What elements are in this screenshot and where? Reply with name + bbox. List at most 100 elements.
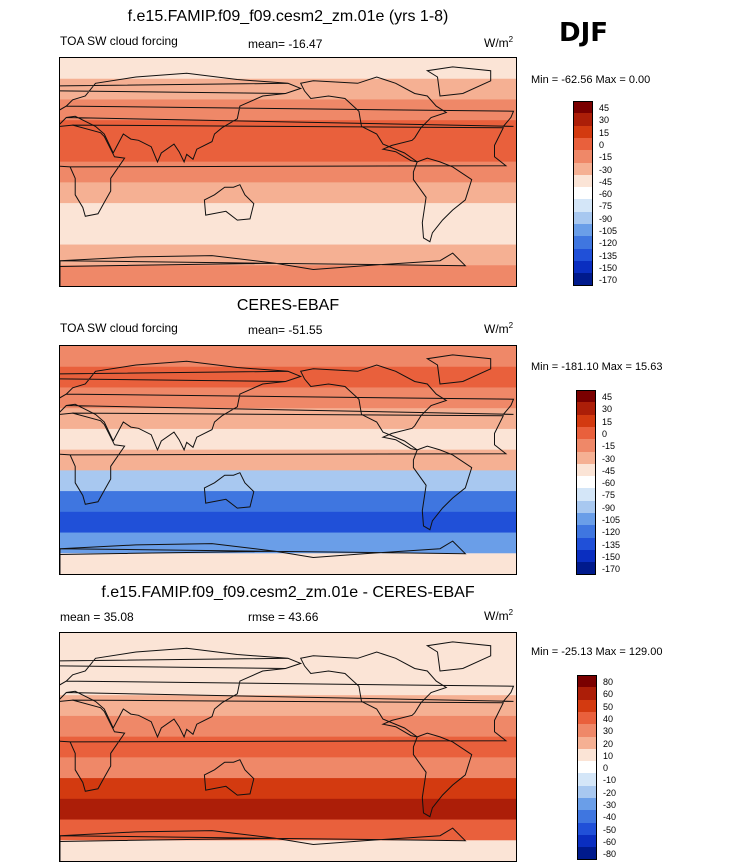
map-band — [60, 78, 516, 101]
colorbar-tick-label: 0 — [599, 139, 605, 150]
map-band — [60, 265, 516, 286]
coastline-australia — [203, 472, 255, 509]
map-band — [60, 819, 516, 841]
map-band — [60, 428, 516, 451]
panel-obs-mean: mean= -51.55 — [248, 323, 323, 337]
colorbar-frame — [576, 390, 596, 575]
coastline-australia — [203, 759, 255, 796]
colorbar-tick-label: -75 — [602, 490, 616, 501]
panel-diff-rmse: rmse = 43.66 — [248, 610, 319, 624]
colorbar-tick-label: 50 — [603, 701, 614, 712]
map-band — [60, 223, 516, 246]
colorbar-frame — [573, 101, 593, 286]
colorbar-tick-label: -20 — [603, 787, 617, 798]
map-band — [60, 715, 516, 738]
map-band — [60, 58, 516, 80]
map-band — [60, 798, 516, 821]
colorbar-tick-label: -90 — [602, 502, 616, 513]
colorbar-tick-label: -60 — [602, 478, 616, 489]
map-band — [60, 244, 516, 266]
coastline-antarctica — [60, 540, 467, 574]
colorbar-tick-label: -120 — [602, 527, 621, 538]
season-label: DJF — [559, 18, 609, 48]
colorbar-tick-label: -60 — [599, 189, 613, 200]
coastline-africa — [60, 412, 508, 505]
coastline-greenland — [425, 641, 492, 672]
panel-diff-title: f.e15.FAMIP.f09_f09.cesm2_zm.01e - CERES… — [101, 584, 475, 601]
colorbar-tick-label: 10 — [603, 750, 614, 761]
colorbar-tick-label: -105 — [602, 515, 621, 525]
colorbar-tick-label: 15 — [602, 416, 613, 427]
map-band — [60, 120, 516, 142]
coastline-north-america — [299, 364, 448, 451]
colorbar-tick-label: 45 — [599, 103, 610, 113]
colorbar-tick-label: 0 — [603, 763, 609, 774]
map-band — [60, 140, 516, 163]
colorbar-frame — [577, 675, 597, 860]
panel-obs-left-label: TOA SW cloud forcing — [60, 321, 178, 335]
colorbar-tick-label: -120 — [599, 238, 618, 249]
map-band — [60, 366, 516, 389]
colorbar-tick-label: -45 — [602, 465, 616, 476]
colorbar-tick-label: 20 — [603, 738, 614, 749]
colorbar-tick-label: -135 — [602, 539, 621, 550]
panel-obs-minmax: Min = -181.10 Max = 15.63 — [531, 361, 663, 373]
panel-model-left-label: TOA SW cloud forcing — [60, 34, 178, 48]
panel-model-mean: mean= -16.47 — [248, 37, 323, 51]
coastline-north-america — [299, 76, 448, 163]
colorbar-tick-label: -15 — [599, 152, 613, 163]
map-band — [60, 778, 516, 800]
panel-diff-units: W/m2 — [484, 608, 514, 623]
panel-obs-units: W/m2 — [484, 321, 514, 336]
colorbar-tick-label: -15 — [602, 441, 616, 452]
colorbar-tick-label: -80 — [603, 849, 617, 860]
map-band — [60, 203, 516, 225]
map-band — [60, 653, 516, 676]
map-band — [60, 633, 516, 655]
map-band — [60, 511, 516, 534]
map-band — [60, 99, 516, 121]
coastline-south-america — [412, 157, 473, 243]
colorbar-tick-label: -30 — [602, 453, 616, 464]
map-band — [60, 840, 516, 861]
map-panel-model — [59, 57, 517, 287]
colorbar-tick-label: -90 — [599, 213, 613, 224]
coastline-south-america — [412, 732, 473, 818]
map-band — [60, 182, 516, 204]
coastline-antarctica — [60, 827, 467, 861]
panel-model-title: f.e15.FAMIP.f09_f09.cesm2_zm.01e (yrs 1-… — [127, 8, 449, 25]
colorbar-tick-label: 0 — [602, 428, 608, 439]
colorbar-tick-label: -105 — [599, 226, 618, 236]
colorbar-tick-label: 80 — [603, 677, 614, 687]
colorbar-tick-label: 15 — [599, 127, 610, 138]
coastline-europe-asia — [60, 72, 515, 164]
colorbar-tick-label: -10 — [603, 775, 617, 786]
panel-model-units: W/m2 — [484, 35, 514, 50]
map-band — [60, 695, 516, 717]
map-band — [60, 387, 516, 409]
panel-diff-minmax: Min = -25.13 Max = 129.00 — [531, 646, 663, 658]
colorbar-tick-label: 30 — [603, 726, 614, 737]
colorbar-tick-label: 60 — [603, 689, 614, 700]
coastline-europe-asia — [60, 647, 515, 739]
colorbar-tick-label: -135 — [599, 250, 618, 261]
colorbar-tick-label: -150 — [599, 262, 618, 273]
map-band — [60, 408, 516, 430]
map-panel-diff — [59, 632, 517, 862]
coastline-greenland — [425, 354, 492, 385]
colorbar-tick-label: -50 — [603, 824, 617, 835]
colorbar-tick-label: 45 — [602, 392, 613, 402]
colorbar-tick-label: -30 — [603, 800, 617, 810]
coastline-africa — [60, 124, 508, 217]
coastline-south-america — [412, 445, 473, 531]
colorbar-tick-label: -170 — [602, 564, 621, 575]
map-band — [60, 491, 516, 513]
map-band — [60, 532, 516, 554]
coastline-australia — [203, 184, 255, 221]
colorbar-tick-label: -150 — [602, 551, 621, 562]
panel-diff-mean: mean = 35.08 — [60, 610, 134, 624]
map-band — [60, 674, 516, 696]
map-band — [60, 757, 516, 779]
coastline-greenland — [425, 66, 492, 97]
map-band — [60, 346, 516, 368]
